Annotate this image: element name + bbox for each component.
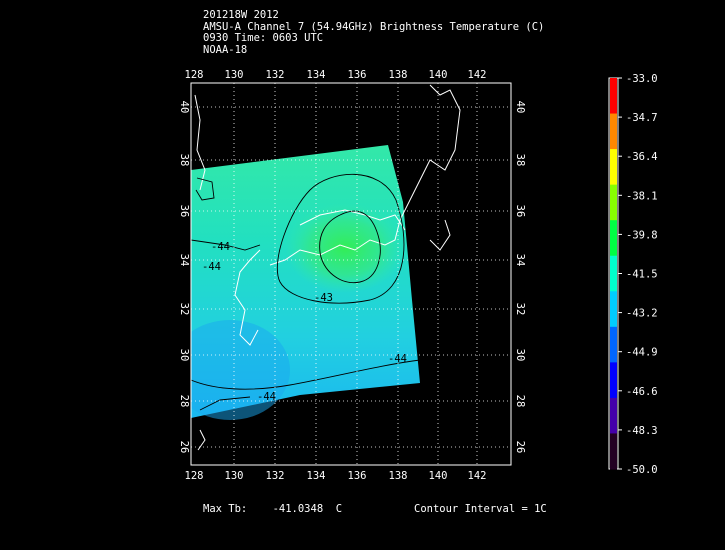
lon-tick-label: 132 bbox=[266, 470, 285, 482]
lat-ticks-left: 40 38 36 34 32 30 28 26 bbox=[178, 101, 190, 454]
map-header: 201218W 2012 AMSU-A Channel 7 (54.94GHz)… bbox=[203, 9, 545, 56]
colorbar-label: -50.0 bbox=[626, 464, 658, 476]
lat-tick-label: 36 bbox=[178, 205, 190, 218]
lon-tick-label: 130 bbox=[225, 470, 244, 482]
lat-tick-label: 32 bbox=[514, 303, 526, 316]
brightness-swath bbox=[191, 145, 420, 420]
colorbar-segment bbox=[610, 78, 617, 115]
lat-tick-label: 40 bbox=[178, 101, 190, 114]
header-line-satellite: NOAA-18 bbox=[203, 43, 248, 56]
header-line-channel: AMSU-A Channel 7 (54.94GHz) Brightness T… bbox=[203, 20, 545, 33]
lat-tick-label: 38 bbox=[514, 154, 526, 167]
colorbar-segment bbox=[610, 149, 617, 186]
lat-tick-label: 26 bbox=[514, 441, 526, 454]
lon-tick-label: 136 bbox=[348, 470, 367, 482]
colorbar-segment bbox=[610, 184, 617, 221]
lon-tick-label: 132 bbox=[266, 69, 285, 81]
lon-tick-label: 138 bbox=[389, 69, 408, 81]
colorbar-segment bbox=[610, 362, 617, 399]
lat-tick-label: 32 bbox=[178, 303, 190, 316]
colorbar-label: -46.6 bbox=[626, 386, 658, 398]
colorbar-segment bbox=[610, 255, 617, 292]
map-frame bbox=[190, 82, 512, 466]
lat-tick-label: 26 bbox=[178, 441, 190, 454]
colorbar-segment bbox=[610, 220, 617, 257]
contour-interval: Contour Interval = 1C bbox=[414, 503, 547, 515]
colorbar-label: -38.1 bbox=[626, 190, 658, 202]
max-tb-unit: C bbox=[335, 503, 343, 515]
lat-tick-label: 34 bbox=[178, 254, 190, 267]
header-line-time: 0930 Time: 0603 UTC bbox=[203, 32, 324, 44]
colorbar-label: -41.5 bbox=[626, 269, 658, 281]
colorbar-label: -44.9 bbox=[626, 347, 658, 359]
colorbar-segment bbox=[610, 397, 617, 434]
lon-tick-label: 140 bbox=[429, 69, 448, 81]
lon-tick-label: 128 bbox=[185, 470, 204, 482]
lon-ticks-top: 128 130 132 134 136 138 140 142 bbox=[185, 69, 487, 81]
colorbar-label: -36.4 bbox=[626, 151, 658, 163]
max-tb-label: Max Tb: bbox=[203, 503, 248, 515]
lat-tick-label: 28 bbox=[514, 395, 526, 408]
lon-tick-label: 142 bbox=[468, 470, 487, 482]
lat-tick-label: 30 bbox=[178, 349, 190, 362]
colorbar-label: -48.3 bbox=[626, 425, 658, 437]
coastline bbox=[194, 84, 461, 451]
contour-label: -44 bbox=[211, 241, 230, 253]
contour-label: -44 bbox=[202, 261, 221, 273]
lon-tick-label: 140 bbox=[429, 470, 448, 482]
colorbar-segment bbox=[610, 433, 617, 470]
lat-tick-label: 30 bbox=[514, 349, 526, 362]
contour-label: -44 bbox=[388, 353, 407, 365]
contour-label: -43 bbox=[314, 292, 333, 304]
lon-ticks-bottom: 128 130 132 134 136 138 140 142 bbox=[185, 470, 487, 482]
lat-ticks-right: 40 38 36 34 32 30 28 26 bbox=[514, 101, 526, 454]
lat-tick-label: 38 bbox=[178, 154, 190, 167]
max-tb-value: -41.0348 bbox=[272, 503, 324, 515]
colorbar: -33.0 -34.7 -36.4 -38.1 -39.8 -41.5 -43.2 -44.9… bbox=[608, 73, 658, 476]
max-tb: Max Tb: -41.0348 C bbox=[203, 503, 342, 515]
colorbar-label: -43.2 bbox=[626, 308, 658, 320]
lon-tick-label: 130 bbox=[225, 69, 244, 81]
lon-tick-label: 134 bbox=[307, 470, 326, 482]
lon-tick-label: 142 bbox=[468, 69, 487, 81]
lat-tick-label: 34 bbox=[514, 254, 526, 267]
colorbar-segment bbox=[610, 291, 617, 328]
lon-tick-label: 128 bbox=[185, 69, 204, 81]
lon-tick-label: 136 bbox=[348, 69, 367, 81]
colorbar-label: -34.7 bbox=[626, 112, 658, 124]
lat-lon-grid bbox=[191, 83, 511, 465]
lat-tick-label: 28 bbox=[178, 395, 190, 408]
colorbar-segment bbox=[610, 113, 617, 150]
header-line-id: 201218W 2012 bbox=[203, 9, 279, 21]
lat-tick-label: 40 bbox=[514, 101, 526, 114]
colorbar-label: -33.0 bbox=[626, 73, 658, 85]
lon-tick-label: 138 bbox=[389, 470, 408, 482]
contours bbox=[191, 173, 421, 411]
contour-label: -44 bbox=[257, 391, 276, 403]
lon-tick-label: 134 bbox=[307, 69, 326, 81]
colorbar-segment bbox=[610, 326, 617, 363]
lat-tick-label: 36 bbox=[514, 205, 526, 218]
colorbar-label: -39.8 bbox=[626, 229, 658, 241]
